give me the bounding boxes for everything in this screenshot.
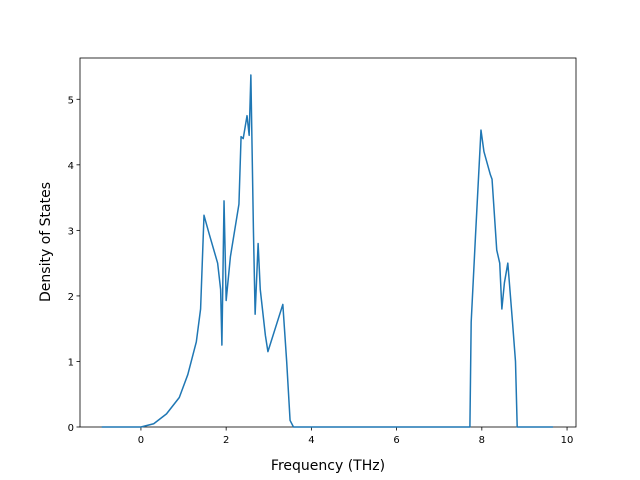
x-tick-label: 6 xyxy=(393,435,399,446)
y-tick-label: 1 xyxy=(68,357,74,368)
y-tick-label: 0 xyxy=(68,423,74,434)
x-tick-label: 4 xyxy=(308,435,314,446)
y-tick-label: 4 xyxy=(68,161,74,172)
y-tick-label: 5 xyxy=(68,95,74,106)
y-axis-title: Density of States xyxy=(38,182,54,302)
x-tick-label: 0 xyxy=(138,435,144,446)
x-tick-label: 8 xyxy=(479,435,485,446)
x-tick-label: 2 xyxy=(223,435,229,446)
plot-frame xyxy=(79,57,577,428)
y-tick-label: 3 xyxy=(68,226,74,237)
dos-line xyxy=(101,74,553,428)
x-axis-title: Frequency (THz) xyxy=(271,458,385,474)
y-tick-label: 2 xyxy=(68,292,74,303)
x-tick-label: 10 xyxy=(561,435,574,446)
